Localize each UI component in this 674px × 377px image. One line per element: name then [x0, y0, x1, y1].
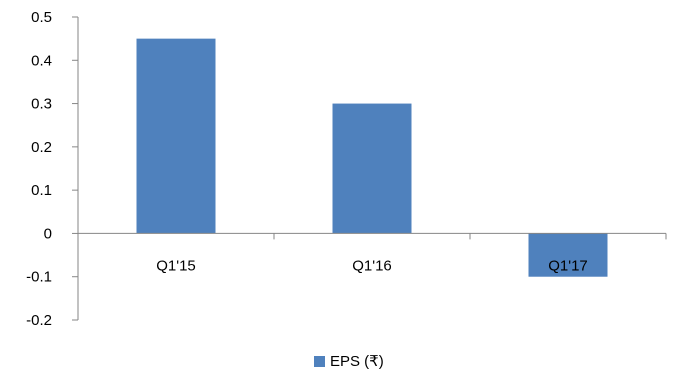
bar	[332, 103, 412, 234]
bar	[136, 38, 216, 234]
x-category-label: Q1'16	[352, 257, 392, 274]
x-axis: Q1'15 Q1'16 Q1'17	[77, 232, 667, 274]
y-tick-label: 0.3	[31, 96, 52, 113]
y-tick-label: -0.2	[26, 312, 52, 329]
bars	[136, 38, 608, 277]
legend: EPS (₹)	[314, 353, 384, 370]
bar	[528, 233, 608, 277]
y-tick-label: 0.4	[31, 52, 52, 69]
y-tick-label: -0.1	[26, 269, 52, 286]
x-category-label: Q1'17	[548, 257, 588, 274]
legend-swatch	[314, 356, 325, 367]
y-tick-label: 0.1	[31, 182, 52, 199]
y-tick-label: 0.5	[31, 9, 52, 26]
legend-label: EPS (₹)	[330, 353, 384, 370]
y-tick-label: 0	[44, 225, 52, 242]
y-axis: 0.5 0.4 0.3 0.2 0.1 0 -0.1 -0.2	[26, 9, 79, 329]
x-category-label: Q1'15	[156, 257, 196, 274]
y-tick-label: 0.2	[31, 139, 52, 156]
